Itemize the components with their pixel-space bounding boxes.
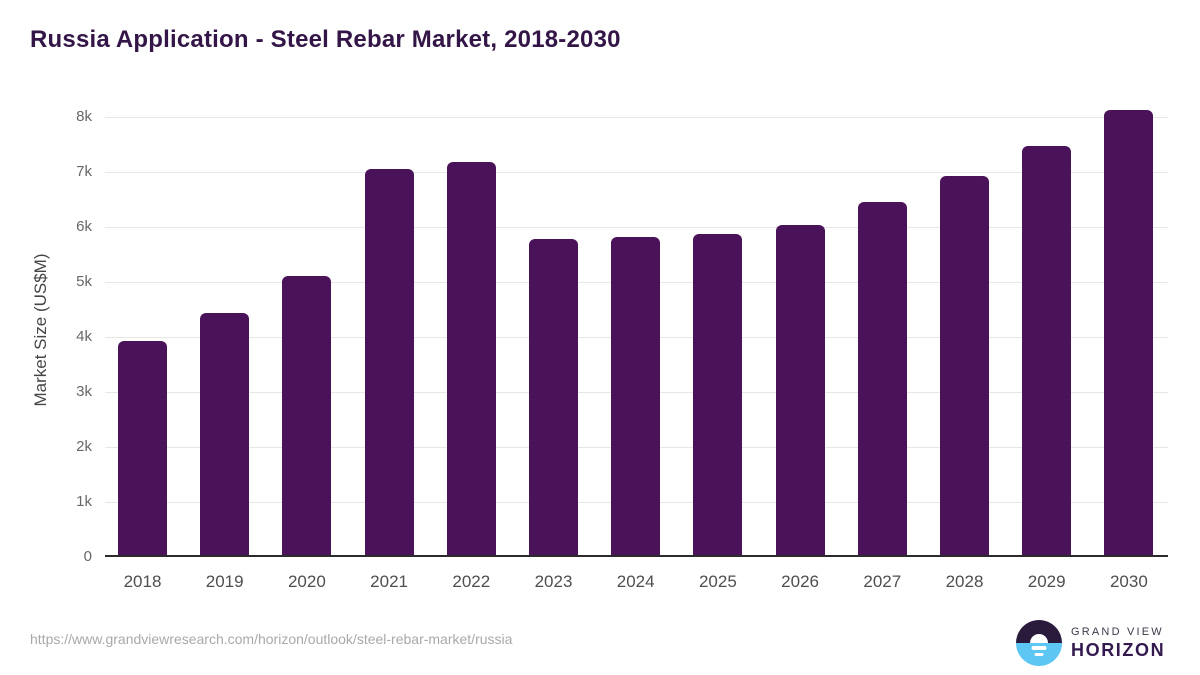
bar-2024[interactable] (611, 237, 661, 557)
horizon-sunset-icon (1016, 620, 1062, 666)
x-tick-label-2026: 2026 (781, 572, 819, 591)
y-tick-label-2k: 2k (76, 438, 92, 455)
logo-ripple-shape (1034, 653, 1044, 656)
bar-2023[interactable] (529, 239, 578, 557)
bar-2021[interactable] (364, 169, 414, 557)
grand-view-horizon-logo: GRAND VIEW HORIZON (1016, 620, 1165, 666)
x-tick-label-2022: 2022 (452, 572, 491, 591)
bar-2025[interactable] (693, 234, 743, 557)
logo-ripple-shape (1031, 646, 1047, 650)
gridline-7k (105, 172, 1168, 173)
x-tick-label-2027: 2027 (863, 572, 902, 591)
bar-2026[interactable] (775, 225, 825, 557)
bar-2027[interactable] (857, 202, 907, 557)
bar-2030[interactable] (1104, 110, 1154, 557)
x-tick-label-2019: 2019 (205, 572, 244, 591)
y-tick-label-6k: 6k (76, 218, 92, 235)
bar-2019[interactable] (200, 313, 250, 557)
bar-2028[interactable] (940, 176, 989, 557)
y-tick-label-7k: 7k (76, 163, 92, 180)
gridline-6k (105, 227, 1168, 228)
x-tick-label-2030: 2030 (1109, 572, 1148, 591)
x-tick-label-2018: 2018 (123, 572, 162, 591)
x-axis-line (105, 555, 1168, 557)
x-tick-label-2028: 2028 (945, 572, 984, 591)
x-tick-label-2020: 2020 (287, 572, 326, 591)
source-url: https://www.grandviewresearch.com/horizo… (30, 631, 513, 647)
y-tick-label-0: 0 (83, 548, 92, 565)
y-tick-label-4k: 4k (76, 328, 92, 345)
x-tick-label-2024: 2024 (616, 572, 655, 591)
x-tick-label-2029: 2029 (1027, 572, 1066, 591)
y-tick-label-1k: 1k (76, 493, 92, 510)
bar-2020[interactable] (282, 276, 332, 557)
bar-2022[interactable] (446, 162, 496, 557)
x-tick-label-2025: 2025 (698, 572, 737, 591)
gridline-8k (105, 117, 1168, 118)
bar-2029[interactable] (1022, 146, 1072, 557)
x-tick-label-2021: 2021 (370, 572, 408, 591)
y-tick-label-3k: 3k (76, 383, 92, 400)
logo-brand-name: GRAND VIEW (1071, 625, 1164, 638)
y-tick-label-8k: 8k (76, 108, 92, 125)
y-tick-label-5k: 5k (76, 273, 92, 290)
logo-product-name: HORIZON (1071, 639, 1166, 660)
bar-2018[interactable] (118, 341, 167, 557)
chart-title: Russia Application - Steel Rebar Market,… (30, 26, 621, 53)
x-tick-label-2023: 2023 (534, 572, 573, 591)
logo-sun-shape (1030, 634, 1048, 643)
logo-text-block: GRAND VIEW HORIZON (1071, 626, 1165, 661)
